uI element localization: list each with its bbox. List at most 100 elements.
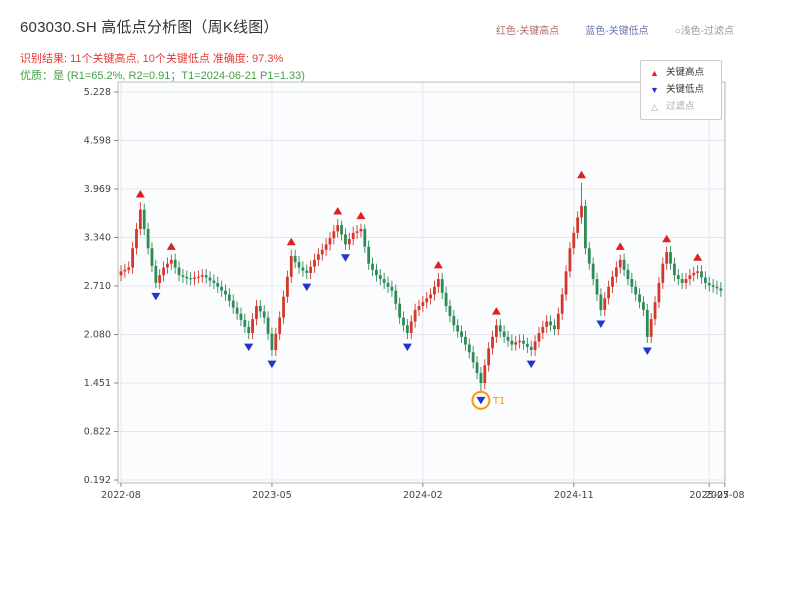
candle-body <box>224 290 227 295</box>
candle-body <box>185 276 189 279</box>
figure-legend-key-high: 红色-关键高点 <box>495 26 560 37</box>
y-tick-label: 0.192 <box>84 475 111 486</box>
candle-body <box>603 298 607 310</box>
candle-body <box>150 248 154 266</box>
candle-body <box>293 255 297 263</box>
key-low-marker <box>596 320 606 329</box>
candle-body <box>506 336 510 341</box>
candle-body <box>433 286 436 295</box>
quality-result-text: 优质：是 (R1=65.2%, R2=0.91；T1=2024-06-21 P1… <box>20 70 305 82</box>
key-high-triangle-icon: ▲ <box>650 68 659 78</box>
candle-body <box>638 294 641 303</box>
key-low-marker <box>267 360 277 369</box>
candle-body <box>409 321 413 334</box>
candle-body <box>460 331 463 337</box>
key-high-marker <box>693 253 703 261</box>
candle-body <box>286 276 289 297</box>
candle-body <box>514 342 518 345</box>
candle-body <box>119 271 123 276</box>
candle-body <box>200 275 204 277</box>
key-low-marker <box>526 360 536 369</box>
candle-body <box>491 336 494 349</box>
candle-body <box>142 209 146 229</box>
candle-body <box>525 343 529 347</box>
candle-body <box>378 275 382 280</box>
candle-body <box>398 303 402 318</box>
candle-body <box>177 267 181 276</box>
recognition-result-text: 识别结果: 11个关键高点, 10个关键低点 准确度: 97.3% <box>20 53 284 65</box>
key-low-marker <box>244 343 254 352</box>
candle-body <box>541 326 545 334</box>
candle-body <box>305 270 309 273</box>
candle-body <box>332 231 336 239</box>
candle-body <box>162 267 165 276</box>
candle-body <box>243 319 247 327</box>
candle-body <box>266 317 270 334</box>
candle-body <box>390 286 394 291</box>
candle-body <box>204 275 208 278</box>
candle-body <box>208 277 212 281</box>
candle-body <box>456 325 460 332</box>
candle-body <box>688 275 692 280</box>
candle-body <box>197 276 200 278</box>
candle-body <box>405 325 409 334</box>
candle-body <box>645 309 649 337</box>
candle-body <box>251 319 254 334</box>
candle-body <box>642 302 645 310</box>
key-high-marker <box>135 190 145 198</box>
candle-body <box>282 296 285 318</box>
candle-body <box>696 271 700 273</box>
candle-body <box>572 232 576 249</box>
candle-body <box>700 271 703 278</box>
candle-body <box>425 298 429 303</box>
candle-body <box>676 275 680 280</box>
candle-body <box>255 306 258 320</box>
candle-body <box>344 234 347 245</box>
candle-body <box>231 300 235 308</box>
candle-body <box>510 340 514 345</box>
candle-body <box>444 292 448 307</box>
plot-border <box>117 81 726 484</box>
candle-body <box>440 279 444 293</box>
legend-key-high-label: 关键高点 <box>666 67 705 78</box>
candle-body <box>537 333 541 342</box>
candle-body <box>591 263 595 280</box>
candle-body <box>239 313 243 320</box>
candle-body <box>417 306 421 310</box>
candle-body <box>522 340 525 344</box>
key-high-marker <box>333 206 343 215</box>
candle-body <box>545 321 549 327</box>
page-title: 603030.SH 高低点分析图（周K线图） <box>20 19 279 36</box>
y-tick-label: 0.822 <box>84 426 111 437</box>
candle-body <box>212 280 216 283</box>
candle-body <box>498 325 502 332</box>
candle-body <box>607 286 611 299</box>
candle-body <box>479 373 483 384</box>
candle-body <box>289 255 293 277</box>
key-low-marker <box>476 396 486 405</box>
key-high-marker <box>577 170 587 179</box>
candle-body <box>382 279 386 283</box>
candle-body <box>262 311 266 318</box>
candle-body <box>336 225 340 232</box>
candle-body <box>584 205 587 249</box>
candle-body <box>661 263 665 283</box>
candle-body <box>719 288 723 291</box>
candle-body <box>297 262 301 268</box>
candle-body <box>301 267 305 271</box>
key-low-marker <box>302 283 312 292</box>
candle-body <box>494 325 498 337</box>
candle-body <box>375 269 378 276</box>
candle-body <box>166 263 169 268</box>
t1-label: T1 <box>492 396 505 407</box>
candle-body <box>673 263 676 276</box>
key-low-marker <box>151 292 161 301</box>
candle-body <box>436 279 440 287</box>
candle-body <box>576 217 580 233</box>
y-tick-label: 2.710 <box>84 281 111 292</box>
legend-row-key-low: ▼ 关键低点 <box>649 84 713 96</box>
candle-body <box>626 269 630 280</box>
candle-body <box>595 279 599 295</box>
legend-filtered-label: 过滤点 <box>666 101 695 112</box>
